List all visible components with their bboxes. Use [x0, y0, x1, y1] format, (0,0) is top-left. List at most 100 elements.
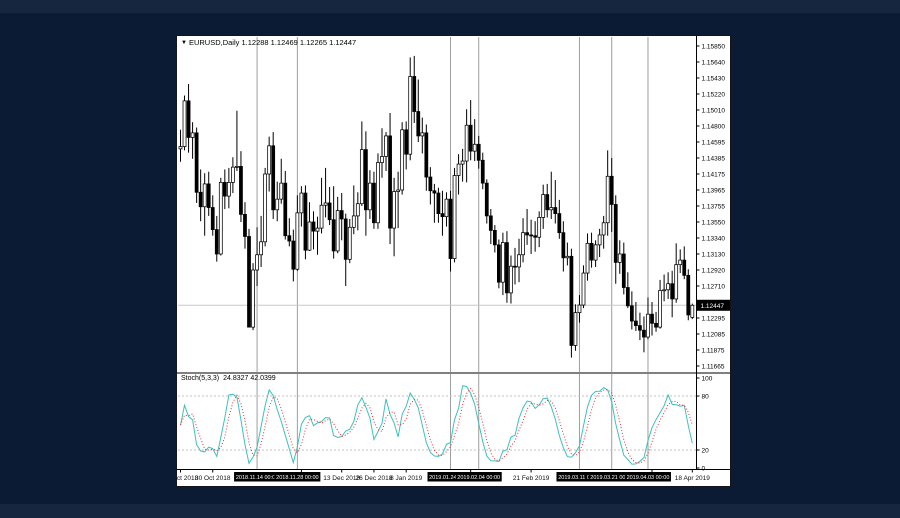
- price-tick-label: 1.11875: [702, 347, 725, 354]
- time-tick-label: 8 Jan 2019: [390, 475, 423, 482]
- desktop-top-strip: [0, 0, 900, 13]
- candlesticks: [178, 55, 695, 358]
- candle-up: [259, 241, 263, 256]
- candle-up: [537, 217, 542, 238]
- time-tick-label: 21 Feb 2019: [513, 475, 550, 482]
- price-tick-label: 1.14800: [702, 123, 726, 130]
- candle-down: [484, 182, 489, 217]
- candle-up: [690, 304, 695, 318]
- candle-up: [307, 221, 312, 251]
- candle-up: [456, 163, 461, 176]
- stoch-level-lines: [178, 395, 697, 451]
- candle-down: [525, 232, 529, 236]
- candle-down: [621, 253, 626, 288]
- candle-down: [613, 204, 618, 263]
- candle-up: [585, 242, 590, 274]
- candle-up: [218, 182, 223, 255]
- candle-down: [553, 207, 558, 214]
- candle-down: [198, 191, 203, 208]
- candle-down: [186, 100, 191, 138]
- separator-date-text: 2019.03.21 00:00: [590, 475, 633, 481]
- candle-up: [299, 192, 304, 214]
- separator-date-box: [556, 472, 603, 482]
- candle-up: [460, 160, 465, 165]
- separator-date-text: 2019.04.03 00:00: [627, 475, 670, 481]
- candle-up: [182, 100, 187, 147]
- separator-date-text: 2018.11.28 00:00: [276, 475, 318, 481]
- price-tick-label: 1.12920: [702, 267, 726, 274]
- candle-up: [577, 304, 582, 314]
- candle-up: [347, 226, 352, 260]
- candle-down: [545, 194, 550, 211]
- candle-down: [642, 329, 646, 338]
- candle-up: [617, 253, 622, 263]
- price-axis[interactable]: 1.15850 1.15640 1.15430 1.15220 1.15010 1.148…: [696, 43, 726, 370]
- candle-down: [388, 135, 392, 229]
- candle-up: [541, 194, 546, 218]
- candle-down: [343, 218, 348, 260]
- price-tick-label: 1.13965: [702, 187, 726, 194]
- candle-down: [327, 202, 332, 221]
- chart-canvas[interactable]: 1.15850 1.15640 1.15430 1.15220 1.15010 1.148…: [177, 36, 730, 486]
- candle-up: [275, 198, 280, 211]
- candle-up: [444, 198, 449, 218]
- candle-up: [226, 182, 231, 197]
- candle-up: [202, 183, 207, 208]
- candle-up: [295, 212, 300, 270]
- candle-up: [351, 215, 356, 228]
- candle-up: [190, 132, 195, 138]
- time-tick-label: 30 Oct 2018: [195, 475, 231, 482]
- candle-up: [323, 202, 328, 206]
- candle-up: [335, 210, 340, 252]
- candle-down: [650, 313, 654, 324]
- candle-down: [404, 129, 409, 155]
- candle-up: [472, 143, 477, 152]
- candle-down: [448, 198, 453, 259]
- separator-date-box: [427, 472, 474, 482]
- chart-window[interactable]: 1.15850 1.15640 1.15430 1.15220 1.15010 1.148…: [176, 35, 731, 487]
- candle-down: [247, 236, 251, 328]
- price-tick-label: 1.15640: [702, 59, 726, 66]
- candle-down: [561, 232, 566, 259]
- candle-up: [593, 244, 598, 261]
- candle-down: [372, 182, 376, 224]
- candle-down: [476, 143, 481, 161]
- price-tick-label: 1.13755: [702, 203, 726, 210]
- separator-date-box: [274, 472, 321, 482]
- candle-up: [521, 232, 525, 256]
- price-tick-label: 1.12085: [702, 331, 726, 338]
- desktop-bottom-strip: [0, 504, 900, 518]
- price-tick-label: 1.13550: [702, 219, 726, 226]
- candle-down: [194, 132, 199, 193]
- candle-up: [581, 272, 586, 306]
- price-tick-label: 1.14595: [702, 139, 726, 146]
- candle-up: [605, 175, 610, 224]
- candle-down: [214, 229, 219, 255]
- candle-up: [666, 283, 671, 291]
- candle-up: [235, 166, 239, 168]
- candle-down: [436, 192, 441, 214]
- candle-up: [601, 222, 606, 236]
- candle-up: [501, 242, 505, 283]
- candle-down: [505, 242, 509, 294]
- price-tick-label: 1.12295: [702, 315, 726, 322]
- candle-down: [339, 210, 344, 220]
- candle-up: [267, 145, 272, 175]
- candle-down: [468, 124, 473, 152]
- price-tick-label: 1.13340: [702, 235, 726, 242]
- candle-down: [364, 149, 368, 211]
- stoch-tick-label: 0: [702, 465, 706, 472]
- current-price-tag: 1.12447: [696, 299, 730, 311]
- price-tick-label: 1.14385: [702, 155, 726, 162]
- candle-down: [569, 255, 574, 346]
- stoch-axis[interactable]: 100 80 20 0: [696, 375, 713, 472]
- candle-up: [263, 173, 268, 243]
- candle-up: [565, 255, 570, 259]
- candle-down: [638, 325, 642, 331]
- candle-down: [670, 283, 675, 300]
- candle-up: [380, 156, 384, 163]
- candle-up: [279, 182, 284, 200]
- price-tick-label: 1.14175: [702, 171, 726, 178]
- price-tick-label: 1.13130: [702, 251, 726, 258]
